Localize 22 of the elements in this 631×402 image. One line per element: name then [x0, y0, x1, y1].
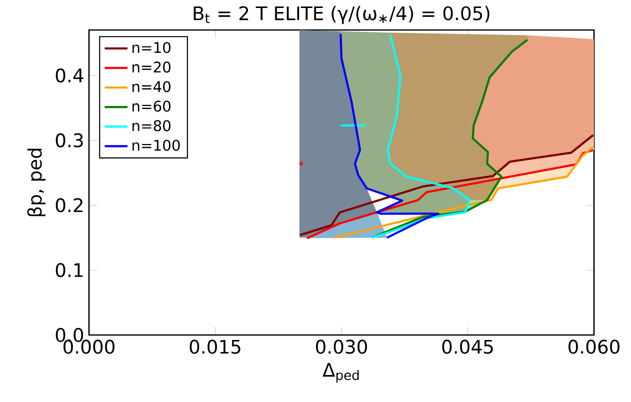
x-tick-label: 0.015	[190, 340, 240, 354]
legend-label: n=40	[132, 81, 170, 92]
y-tick-label: 0.4	[56, 68, 84, 82]
x-tick-label: 0.000	[64, 340, 114, 354]
line-series	[298, 134, 594, 236]
legend-label: n=100	[132, 140, 180, 151]
y-axis-title: βp, ped	[27, 148, 46, 216]
x-axis-title: Δ$_{ped}$	[322, 362, 359, 383]
line-series	[370, 38, 529, 239]
y-tick-label: 0.3	[56, 133, 83, 148]
chart-title: B$_{t}$ = 2 T ELITE (γ/(ω$_{∗}$/4) = 0.05)	[194, 6, 490, 24]
x-tick-label: 0.045	[442, 340, 493, 354]
x-tick-label: 0.030	[316, 340, 367, 354]
y-tick-label: 0.2	[56, 198, 82, 212]
legend-label: n=20	[132, 62, 170, 73]
legend-label: n=10	[132, 42, 170, 54]
y-tick-label: 0.1	[56, 263, 83, 278]
legend-label: n=60	[132, 100, 170, 112]
x-tick-label: 0.060	[568, 340, 620, 354]
line-series	[370, 34, 470, 239]
legend-label: n=80	[132, 120, 170, 132]
line-series	[340, 32, 440, 239]
